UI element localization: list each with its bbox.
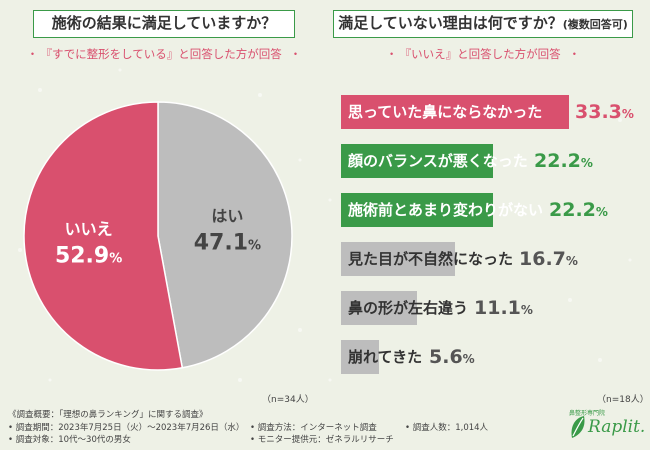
footer-method: • 調査方法：インターネット調査 [250,423,377,433]
right-panel-title: 満足していない理由は何ですか？(複数回答可) [333,10,633,38]
pie-label-no: いいえ [65,219,113,238]
pie-slice-yes [157,101,293,369]
bar-value-6: 5.6% [429,346,475,368]
bar-4 [341,242,456,276]
bar-1 [341,95,569,129]
bar-value-4: 16.7% [519,248,578,270]
left-panel-title: 施術の結果に満足していますか？ [33,10,295,38]
pie-slice-no [23,101,184,371]
footer-target: • 調査対象：10代〜30代の男女 [8,435,131,445]
bar-value-5: 11.1% [474,297,533,319]
left-title-text: 施術の結果に満足していますか？ [51,14,277,32]
left-subtitle-text: 『すでに整形をしている』と回答した方が回答 [46,47,282,61]
bar-label-5: 鼻の形が左右違う [348,299,469,317]
right-sample-size: （n=18人） [597,395,649,405]
footer-period: • 調査期間：2023年7月25日（火）〜2023年7月26日（水） [8,423,245,433]
bar-2 [341,144,493,178]
bar-label-1: 思っていた鼻にならなかった [348,103,543,121]
right-subtitle-text: 『いいえ』と回答した方が回答 [405,47,561,61]
bar-value-3: 22.2% [549,199,608,221]
leaf-logo-icon [571,416,585,438]
right-title-text: 満足していない理由は何ですか？ [338,14,563,32]
bar-6 [341,340,380,374]
bar-label-2: 顔のバランスが悪くなった [348,152,528,170]
bar-label-6: 崩れてきた [348,348,423,366]
right-subtitle: ・『いいえ』と回答した方が回答・ [385,47,581,61]
footer-summary: 《調査概要：「理想の鼻ランキング」に関する調査》 [8,410,208,420]
pie-label-yes: はい [211,207,243,226]
pie-value-no: 52.9% [55,243,122,268]
bar-value-2: 22.2% [534,150,593,172]
left-subtitle: ・『すでに整形をしている』と回答した方が回答・ [26,47,302,61]
pie-value-yes: 47.1% [194,231,261,256]
bar-5 [341,291,417,325]
right-title-note: (複数回答可) [562,18,628,31]
footer-monitor: • モニター提供元：ゼネラルリサーチ [250,435,394,445]
bar-label-4: 見た目が不自然になった [348,250,514,268]
bar-label-3: 施術前とあまり変わりがない [348,201,544,219]
footer-count: • 調査人数：1,014人 [405,423,489,433]
bar-3 [341,193,493,227]
bar-value-1: 33.3% [575,101,634,123]
left-sample-size: （n=34人） [262,395,314,405]
brand-tagline: 鼻整形専門院 [569,410,606,417]
brand-logo: Raplit. [588,417,646,437]
